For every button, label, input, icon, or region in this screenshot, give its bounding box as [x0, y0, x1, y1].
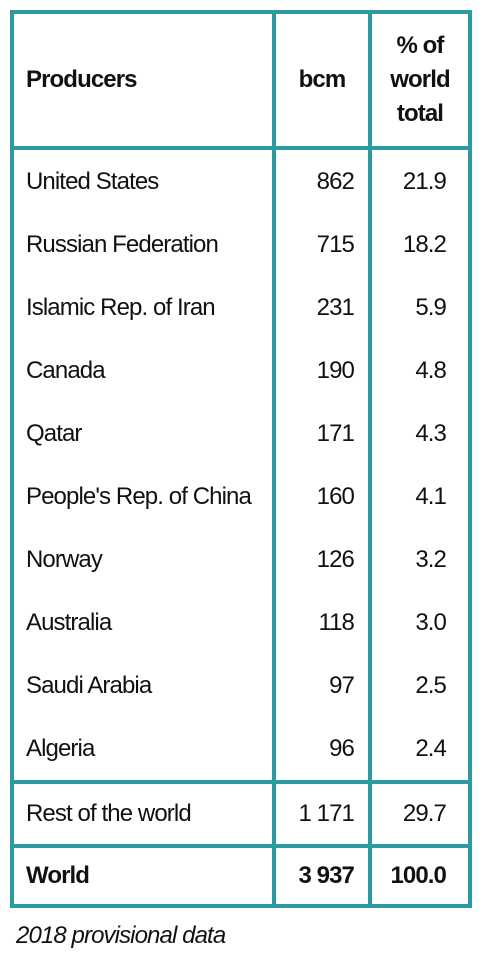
table-cell: 862	[272, 148, 372, 213]
table-cell: United States	[10, 148, 276, 213]
table-cell: 18.2	[368, 213, 472, 276]
table-cell: 29.7	[368, 780, 472, 846]
table-row: United States 862 21.9	[10, 148, 472, 213]
table-cell: Australia	[10, 591, 276, 654]
table-cell: 1 171	[272, 780, 372, 846]
header-row: Producers bcm % of world total	[10, 12, 472, 150]
table-cell: 4.8	[368, 339, 472, 402]
table-cell: 190	[272, 339, 372, 402]
table-row: People's Rep. of China 160 4.1	[10, 465, 472, 528]
header-cell: % of world total	[368, 12, 472, 150]
table-cell: Rest of the world	[10, 780, 276, 846]
table-cell: People's Rep. of China	[10, 465, 276, 528]
table-row: Canada 190 4.8	[10, 339, 472, 402]
table-cell: Islamic Rep. of Iran	[10, 276, 276, 339]
table-cell: World	[10, 844, 276, 906]
table-cell: 171	[272, 402, 372, 465]
table-cell: 96	[272, 717, 372, 782]
table-cell: 231	[272, 276, 372, 339]
table-cell: Norway	[10, 528, 276, 591]
table-cell: Canada	[10, 339, 276, 402]
footnote: 2018 provisional data	[16, 922, 226, 949]
table-cell: 715	[272, 213, 372, 276]
table-row: Saudi Arabia 97 2.5	[10, 654, 472, 717]
table-row: Algeria 96 2.4	[10, 717, 472, 782]
table-cell: Algeria	[10, 717, 276, 782]
table-row: Norway 126 3.2	[10, 528, 472, 591]
table-cell: 3.0	[368, 591, 472, 654]
table-row: Rest of the world 1 171 29.7	[10, 780, 472, 846]
table-cell: 118	[272, 591, 372, 654]
table-row: Russian Federation 715 18.2	[10, 213, 472, 276]
table-cell: Russian Federation	[10, 213, 276, 276]
table-row: Qatar 171 4.3	[10, 402, 472, 465]
table-cell: 100.0	[368, 844, 472, 906]
table-cell: 21.9	[368, 148, 472, 213]
header-text: % of world total	[390, 32, 450, 127]
table-cell: 2.5	[368, 654, 472, 717]
table-cell: Qatar	[10, 402, 276, 465]
table-row: Islamic Rep. of Iran 231 5.9	[10, 276, 472, 339]
table-row: Australia 118 3.0	[10, 591, 472, 654]
table-row: World 3 937 100.0	[10, 844, 472, 906]
table-cell: 5.9	[368, 276, 472, 339]
table-cell: 160	[272, 465, 372, 528]
header-cell: bcm	[272, 12, 372, 150]
producers-table: Producers bcm % of world total United St…	[10, 10, 472, 908]
table-cell: 126	[272, 528, 372, 591]
table-head: Producers bcm % of world total	[10, 12, 472, 150]
table-cell: 4.1	[368, 465, 472, 528]
table-cell: Saudi Arabia	[10, 654, 276, 717]
table-cell: 4.3	[368, 402, 472, 465]
table-cell: 2.4	[368, 717, 472, 782]
header-cell: Producers	[10, 12, 276, 150]
table-cell: 3.2	[368, 528, 472, 591]
table-body: United States 862 21.9 Russian Federation 71…	[10, 148, 472, 906]
table-cell: 97	[272, 654, 372, 717]
table-cell: 3 937	[272, 844, 372, 906]
